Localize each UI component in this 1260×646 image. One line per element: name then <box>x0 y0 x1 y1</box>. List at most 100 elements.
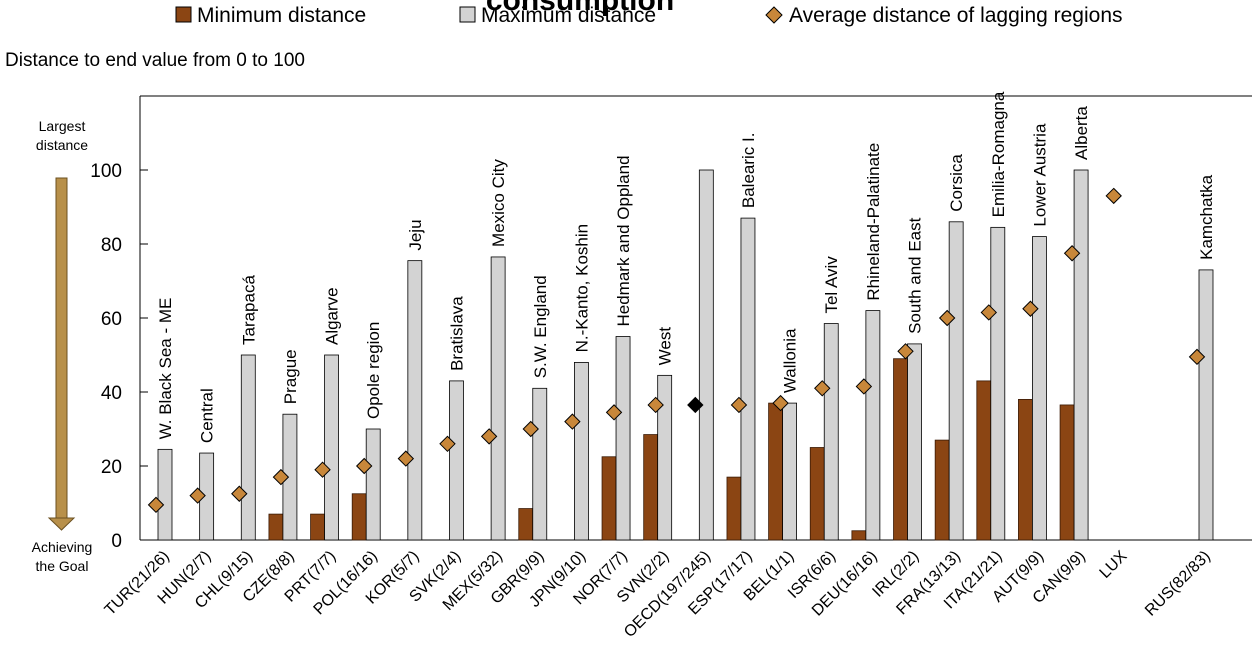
region-label: Wallonia <box>781 328 800 393</box>
avg-marker <box>938 309 956 327</box>
avg-marker <box>730 396 748 414</box>
legend-max-swatch <box>459 6 476 23</box>
avg-marker <box>980 304 998 321</box>
x-tick-label: TUR(21/26) <box>102 548 173 619</box>
min-bar <box>1059 404 1075 541</box>
avg-marker <box>272 468 290 486</box>
max-bar <box>574 361 589 541</box>
avg-marker <box>522 420 539 438</box>
max-bar <box>782 402 797 541</box>
y-tick-label: 60 <box>101 309 122 330</box>
max-bar <box>365 428 381 541</box>
avg-marker <box>647 396 664 414</box>
min-bar <box>518 508 534 541</box>
avg-marker <box>439 435 456 453</box>
min-bar <box>809 447 825 541</box>
y-tick-label: 100 <box>90 161 122 182</box>
region-label: N.-Kanto, Koshin <box>572 224 591 353</box>
max-bar <box>657 374 673 541</box>
avg-marker <box>1063 245 1081 262</box>
avg-marker <box>147 496 165 514</box>
max-bar <box>532 387 548 541</box>
min-bar <box>1018 398 1033 541</box>
y-tick-label: 80 <box>101 235 122 256</box>
region-label: Opole region <box>364 322 383 419</box>
y-annotation-top-1: Largest <box>39 118 86 134</box>
x-labels: TUR(21/26)HUN(2/7)CHL(9/15)CZE(8/8)PRT(7… <box>102 548 1214 641</box>
max-bar <box>990 226 1006 541</box>
min-bar <box>268 513 284 541</box>
y-tick-label: 40 <box>101 383 122 404</box>
max-bar <box>948 221 964 541</box>
region-label: Kamchatka <box>1197 174 1216 260</box>
y-tick-label: 20 <box>101 457 122 478</box>
max-bar <box>324 354 339 541</box>
avg-marker <box>314 461 331 478</box>
avg-marker <box>564 413 581 430</box>
min-bar <box>934 439 950 541</box>
max-bar <box>865 310 881 541</box>
min-bar <box>310 513 325 541</box>
chart-title: consumption <box>486 0 674 17</box>
region-label: S.W. England <box>531 275 550 378</box>
max-bar <box>240 354 256 541</box>
legend-max-label: Maximum distance <box>481 4 656 27</box>
region-label: Bratislava <box>447 296 466 371</box>
avg-marker <box>855 378 873 395</box>
region-label: Balearic I. <box>739 133 758 209</box>
min-bar <box>768 402 783 541</box>
avg-marker <box>772 394 789 412</box>
legend-avg-marker <box>765 6 783 24</box>
avg-marker <box>605 404 623 421</box>
legend-min-swatch <box>175 6 192 23</box>
legend: Minimum distance Maximum distance Averag… <box>175 4 1123 27</box>
y-annotation-bottom-2: the Goal <box>36 558 89 574</box>
min-bar <box>893 358 908 541</box>
region-label: Jeju <box>406 219 425 250</box>
y-tick-label: 0 <box>111 531 122 552</box>
region-label: W. Black Sea - ME <box>156 298 175 440</box>
legend-min-label: Minimum distance <box>197 4 366 27</box>
region-label: Tel Aviv <box>822 256 841 314</box>
avg-marker <box>189 487 206 504</box>
min-bar <box>601 456 617 541</box>
y-annotation-bottom-1: Achieving <box>32 539 93 555</box>
y-annotation-top-2: distance <box>36 137 88 153</box>
region-label: Mexico City <box>489 159 508 247</box>
avg-marker <box>1188 348 1206 366</box>
max-bar <box>157 448 173 541</box>
max-bar <box>740 217 756 541</box>
avg-marker <box>397 450 415 467</box>
region-label: Emilia-Romagna <box>989 91 1008 217</box>
region-label: Hedmark and Oppland <box>614 155 633 326</box>
min-bar <box>726 476 742 541</box>
region-label: Lower Austria <box>1030 123 1049 227</box>
min-bar <box>851 530 867 541</box>
avg-marker <box>480 428 498 445</box>
region-label: West <box>656 327 675 366</box>
max-bar <box>1073 169 1089 541</box>
max-bar <box>698 169 714 541</box>
bars <box>157 169 1214 541</box>
min-bar <box>643 434 659 541</box>
avg-marker <box>1105 187 1122 205</box>
region-label: Tarapacá <box>239 275 258 345</box>
region-label: Alberta <box>1072 106 1091 160</box>
avg-marker <box>814 380 831 397</box>
avg-marker <box>355 457 373 475</box>
max-bar <box>449 380 464 541</box>
max-bar <box>407 260 423 541</box>
oecd-avg-marker <box>687 396 704 414</box>
region-label: Corsica <box>947 154 966 212</box>
min-bar <box>351 493 367 541</box>
max-bar <box>1032 236 1047 541</box>
y-ticks: 0 20 40 60 80 100 <box>90 161 148 552</box>
max-bar <box>907 343 922 541</box>
avg-markers <box>147 187 1206 514</box>
avg-marker <box>1022 300 1039 317</box>
x-tick-label: RUS(82/83) <box>1142 548 1214 620</box>
max-bar <box>490 256 506 541</box>
max-bar <box>823 323 839 541</box>
legend-avg-label: Average distance of lagging regions <box>789 4 1123 27</box>
